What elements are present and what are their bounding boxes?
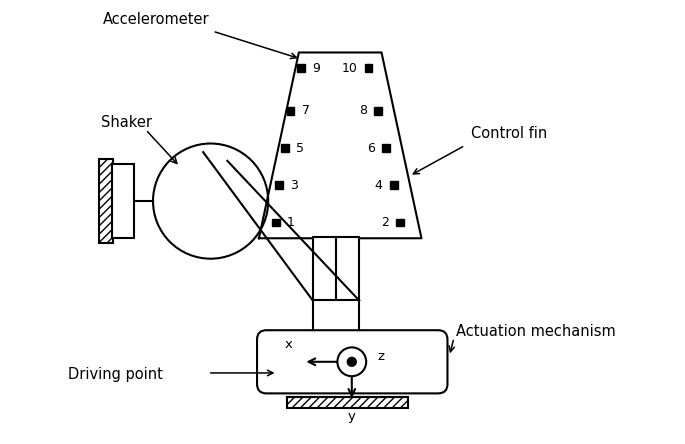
Polygon shape <box>259 52 421 238</box>
Text: Actuation mechanism: Actuation mechanism <box>456 324 616 339</box>
Text: 9: 9 <box>312 62 320 75</box>
Bar <box>286 107 295 115</box>
Bar <box>390 181 397 189</box>
Bar <box>374 107 382 115</box>
Text: z: z <box>378 350 385 363</box>
Bar <box>272 218 279 226</box>
Text: 2: 2 <box>381 216 389 229</box>
Text: Driving point: Driving point <box>68 367 163 382</box>
Text: Accelerometer: Accelerometer <box>103 12 210 28</box>
Bar <box>112 164 134 238</box>
Text: 8: 8 <box>359 104 366 118</box>
Bar <box>364 64 373 72</box>
Text: 4: 4 <box>375 179 382 192</box>
Bar <box>382 144 390 152</box>
Bar <box>396 218 404 226</box>
Bar <box>297 64 305 72</box>
Text: Shaker: Shaker <box>101 115 152 130</box>
Text: Control fin: Control fin <box>471 126 547 141</box>
Bar <box>99 159 113 243</box>
Text: 7: 7 <box>301 104 310 118</box>
Circle shape <box>338 347 366 376</box>
Text: 10: 10 <box>342 62 358 75</box>
Bar <box>313 238 359 301</box>
Text: 3: 3 <box>290 179 299 192</box>
FancyBboxPatch shape <box>257 330 447 393</box>
Text: 5: 5 <box>296 142 304 155</box>
Circle shape <box>153 143 269 259</box>
Text: 1: 1 <box>287 216 295 229</box>
Circle shape <box>347 357 356 366</box>
Bar <box>287 397 408 408</box>
Text: 6: 6 <box>367 142 375 155</box>
Bar <box>275 181 284 189</box>
Text: y: y <box>348 410 356 423</box>
Bar <box>281 144 289 152</box>
Text: x: x <box>285 337 292 351</box>
